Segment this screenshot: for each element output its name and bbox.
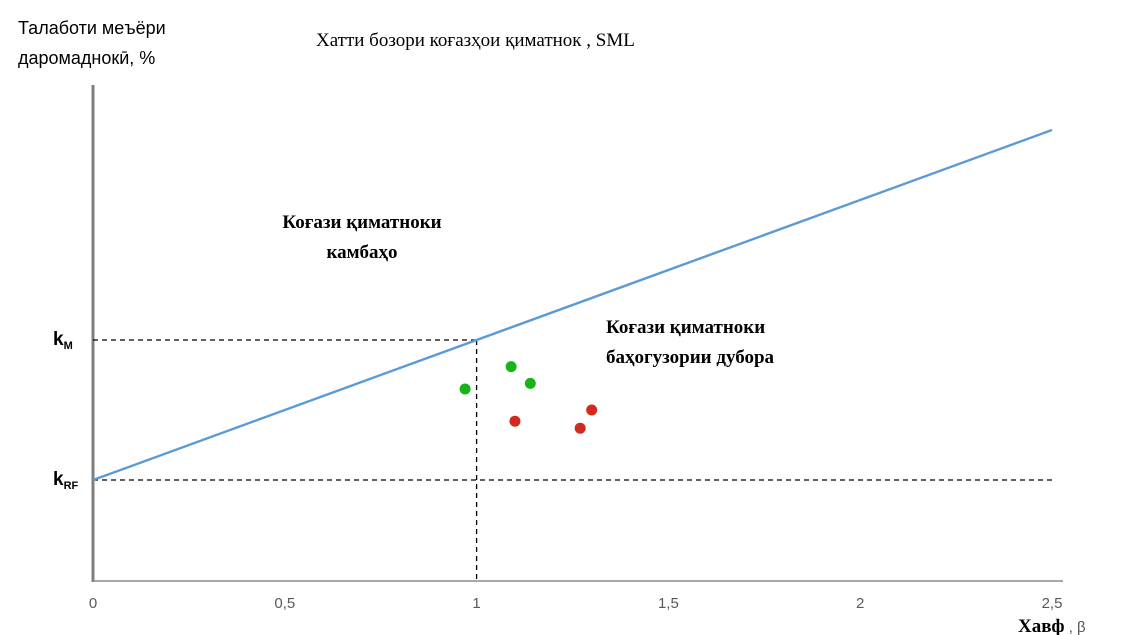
security-groups: Коғази қиматноки камбаҳо Коғази қиматноки б… — [282, 212, 775, 434]
data-point — [524, 377, 536, 389]
x-tick-label: 1,5 — [658, 595, 679, 612]
sml-line — [92, 128, 1053, 482]
data-point — [586, 404, 598, 416]
y-marker-label-main: k — [53, 329, 64, 350]
data-point — [574, 422, 586, 434]
y-marker-label-sub: M — [64, 340, 73, 352]
x-axis-label-suffix: , β — [1065, 619, 1087, 635]
y-marker-label-main: k — [53, 469, 64, 490]
group-label: Коғази қиматноки — [282, 212, 441, 233]
x-tick-labels: 0 0,5 1 1,5 2 2,5 — [89, 595, 1063, 612]
x-tick-label: 0 — [89, 595, 97, 612]
x-tick-label: 0,5 — [274, 595, 295, 612]
group-label: баҳогузории дубора — [606, 347, 775, 368]
x-tick-label: 2 — [856, 595, 864, 612]
data-point — [505, 361, 517, 373]
y-marker-label: kM — [53, 329, 73, 352]
y-marker-label-sub: RF — [64, 480, 79, 492]
x-axis-label: Хавф , β — [1018, 616, 1086, 635]
y-axis-label-line-2: даромаднокӣ, % — [18, 48, 155, 68]
chart-title: Хатти бозори коғазҳои қиматнок , SML — [316, 30, 635, 51]
sml-line-group — [92, 128, 1053, 482]
x-axis-label-main: Хавф — [1018, 616, 1065, 635]
y-marker-label: kRF — [53, 469, 79, 492]
group-label: камбаҳо — [326, 242, 397, 263]
group-label: Коғази қиматноки — [606, 317, 765, 338]
x-tick-label: 2,5 — [1042, 595, 1063, 612]
y-axis-label-line-1: Талаботи меъёри — [18, 18, 166, 38]
data-point — [459, 383, 471, 395]
x-tick-label: 1 — [472, 595, 480, 612]
data-point — [509, 415, 521, 427]
